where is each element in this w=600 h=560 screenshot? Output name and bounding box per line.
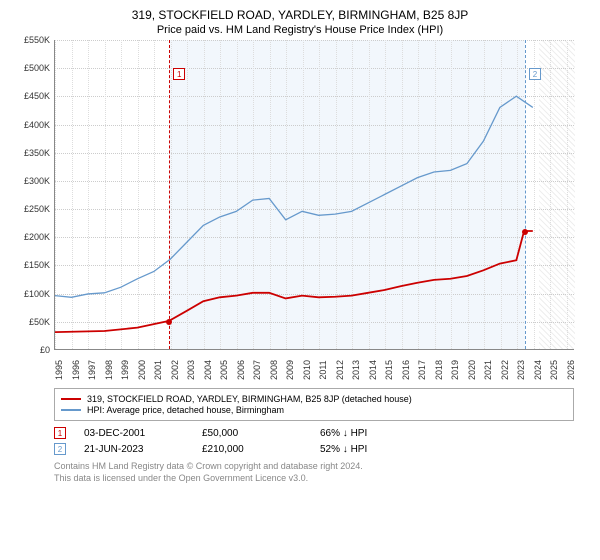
x-tick-label: 1999 (120, 360, 130, 380)
x-tick-label: 2008 (269, 360, 279, 380)
marker-line (525, 40, 526, 349)
x-tick-label: 2010 (302, 360, 312, 380)
event-row: 1 03-DEC-2001 £50,000 66% ↓ HPI (54, 427, 574, 439)
x-tick-label: 2023 (516, 360, 526, 380)
y-tick-label: £450K (24, 91, 50, 101)
marker-line (169, 40, 170, 349)
x-tick-label: 1997 (87, 360, 97, 380)
legend: 319, STOCKFIELD ROAD, YARDLEY, BIRMINGHA… (54, 388, 574, 421)
y-tick-label: £0 (40, 345, 50, 355)
x-tick-label: 2019 (450, 360, 460, 380)
y-axis: £0£50K£100K£150K£200K£250K£300K£350K£400… (12, 40, 52, 350)
x-tick-label: 2017 (417, 360, 427, 380)
y-tick-label: £250K (24, 204, 50, 214)
legend-swatch (61, 409, 81, 410)
x-tick-label: 1998 (104, 360, 114, 380)
plot-area: 12 (54, 40, 574, 350)
x-tick-label: 2002 (170, 360, 180, 380)
chart-area: £0 £50K £100K £150K £200K £250K £300K £350K £400… (12, 40, 588, 380)
event-marker: 2 (54, 443, 66, 455)
series-line (55, 231, 533, 332)
x-tick-label: 2000 (137, 360, 147, 380)
x-tick-label: 2024 (533, 360, 543, 380)
x-tick-label: 2015 (384, 360, 394, 380)
legend-row: 319, STOCKFIELD ROAD, YARDLEY, BIRMINGHA… (61, 394, 567, 404)
sale-dot (166, 319, 172, 325)
y-tick-label: £400K (24, 120, 50, 130)
legend-label: HPI: Average price, detached house, Birm… (87, 405, 284, 415)
x-tick-label: 2026 (566, 360, 576, 380)
x-tick-label: 2021 (483, 360, 493, 380)
y-tick-label: £300K (24, 176, 50, 186)
chart-title: 319, STOCKFIELD ROAD, YARDLEY, BIRMINGHA… (12, 8, 588, 22)
x-tick-label: 2003 (186, 360, 196, 380)
event-price: £50,000 (202, 428, 302, 439)
chart-container: 319, STOCKFIELD ROAD, YARDLEY, BIRMINGHA… (0, 0, 600, 488)
x-tick-label: 2022 (500, 360, 510, 380)
event-row: 2 21-JUN-2023 £210,000 52% ↓ HPI (54, 443, 574, 455)
x-tick-label: 1995 (54, 360, 64, 380)
y-tick-label: £200K (24, 232, 50, 242)
legend-label: 319, STOCKFIELD ROAD, YARDLEY, BIRMINGHA… (87, 394, 412, 404)
x-tick-label: 2013 (351, 360, 361, 380)
series-line (55, 96, 533, 297)
footer-line-1: Contains HM Land Registry data © Crown c… (54, 461, 574, 473)
x-tick-label: 2014 (368, 360, 378, 380)
event-delta: 52% ↓ HPI (320, 444, 420, 455)
x-tick-label: 2012 (335, 360, 345, 380)
x-tick-label: 2001 (153, 360, 163, 380)
x-tick-label: 2009 (285, 360, 295, 380)
x-tick-label: 1996 (71, 360, 81, 380)
event-delta: 66% ↓ HPI (320, 428, 420, 439)
event-table: 1 03-DEC-2001 £50,000 66% ↓ HPI 2 21-JUN-2023… (54, 427, 574, 455)
legend-row: HPI: Average price, detached house, Birm… (61, 405, 567, 415)
x-axis: 1995 1996 1997 1998 1999 2000 2001 2002 2003 2004… (54, 352, 574, 380)
event-price: £210,000 (202, 444, 302, 455)
y-tick-label: £550K (24, 35, 50, 45)
marker-box: 1 (173, 68, 185, 80)
legend-swatch (61, 398, 81, 400)
x-tick-label: 2011 (318, 360, 328, 379)
y-tick-label: £150K (24, 260, 50, 270)
y-tick-label: £100K (24, 289, 50, 299)
y-tick-label: £350K (24, 148, 50, 158)
x-tick-label: 2016 (401, 360, 411, 380)
y-tick-label: £500K (24, 63, 50, 73)
line-svg (55, 40, 574, 349)
event-date: 21-JUN-2023 (84, 444, 184, 455)
marker-box: 2 (529, 68, 541, 80)
x-tick-label: 2025 (549, 360, 559, 380)
x-tick-label: 2020 (467, 360, 477, 380)
footer: Contains HM Land Registry data © Crown c… (54, 461, 574, 484)
x-tick-label: 2005 (219, 360, 229, 380)
event-date: 03-DEC-2001 (84, 428, 184, 439)
event-marker: 1 (54, 427, 66, 439)
x-tick-label: 2007 (252, 360, 262, 380)
x-tick-label: 2018 (434, 360, 444, 380)
x-tick-label: 2006 (236, 360, 246, 380)
chart-subtitle: Price paid vs. HM Land Registry's House … (12, 24, 588, 36)
sale-dot (522, 229, 528, 235)
y-tick-label: £50K (29, 317, 50, 327)
x-tick-label: 2004 (203, 360, 213, 380)
footer-line-2: This data is licensed under the Open Gov… (54, 473, 574, 485)
